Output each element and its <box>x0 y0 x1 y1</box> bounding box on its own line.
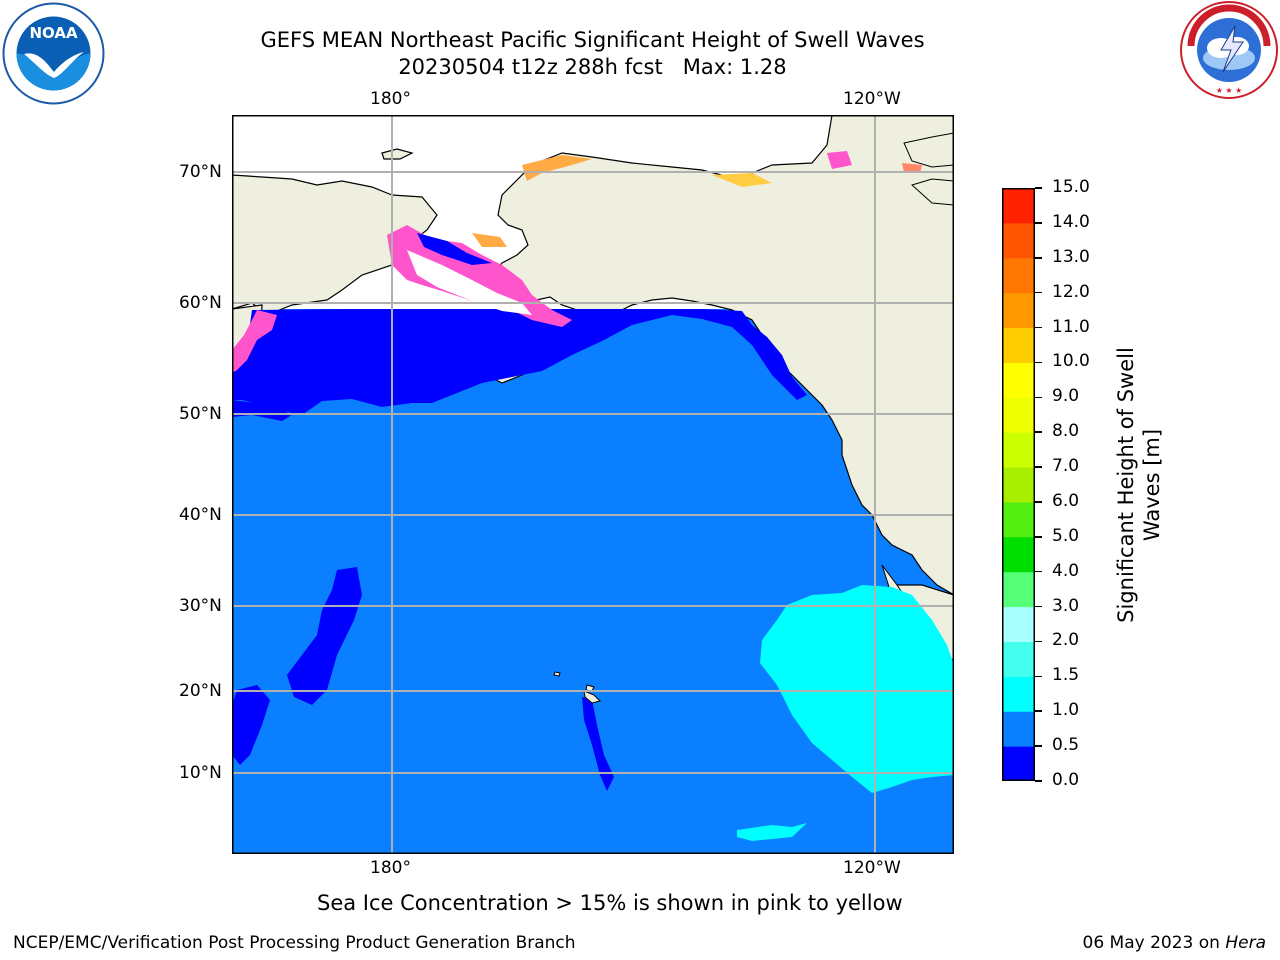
colorbar-segment <box>1002 397 1035 433</box>
lon-label-bottom-120w: 120°W <box>843 858 901 878</box>
colorbar-tick-label: 0.5 <box>1052 735 1080 756</box>
colorbar-tick-label: 14.0 <box>1052 211 1090 232</box>
noaa-logo: NOAA <box>2 2 105 105</box>
map-svg <box>231 114 955 855</box>
colorbar-tick-mark <box>1035 466 1042 468</box>
lat-label-20n: 20°N <box>179 681 222 701</box>
colorbar-tick-mark <box>1035 431 1042 433</box>
arctic-island-1 <box>903 132 954 168</box>
wrangel-island <box>381 148 414 160</box>
colorbar-tick-mark <box>1035 326 1042 329</box>
colorbar-tick-mark <box>1035 710 1042 712</box>
colorbar-segment <box>1002 362 1035 398</box>
lat-label-60n: 60°N <box>179 293 222 313</box>
colorbar-tick-label: 10.0 <box>1052 351 1090 372</box>
north-america-land <box>489 115 954 596</box>
low-swell-zone-north <box>232 309 807 415</box>
colorbar-tick-mark <box>1035 675 1042 678</box>
colorbar-segment <box>1002 501 1035 538</box>
colorbar-tick-mark <box>1035 396 1042 399</box>
sea-ice-kamchatka <box>232 310 277 373</box>
colorbar-segment <box>1002 327 1035 363</box>
colorbar-segment <box>1002 188 1035 224</box>
colorbar-segment <box>1002 746 1035 782</box>
hawaii-islands <box>583 690 601 704</box>
lat-label-30n: 30°N <box>179 596 222 616</box>
sea-ice-chukchi <box>522 155 592 181</box>
colorbar-title-line2: Waves [m] <box>1140 428 1164 542</box>
colorbar-tick-mark <box>1035 222 1042 224</box>
colorbar-tick-mark <box>1035 501 1042 503</box>
colorbar-tick-mark <box>1035 745 1042 747</box>
lat-label-70n: 70°N <box>179 162 222 182</box>
graticule <box>232 115 954 854</box>
footer-host: Hera <box>1225 933 1266 953</box>
colorbar-segment <box>1002 257 1035 294</box>
colorbar-segment <box>1002 432 1035 468</box>
colorbar-tick-mark <box>1035 570 1042 573</box>
colorbar-tick-label: 2.0 <box>1052 630 1080 651</box>
lon-label-bottom-180: 180° <box>370 858 411 878</box>
sea-ice-caption: Sea Ice Concentration > 15% is shown in … <box>317 891 903 915</box>
colorbar-tick-mark <box>1035 257 1042 259</box>
colorbar-segment <box>1002 711 1035 747</box>
lat-label-10n: 10°N <box>179 763 222 783</box>
mid-swell-zone <box>760 585 954 793</box>
colorbar-frame <box>1002 188 1035 781</box>
lat-label-40n: 40°N <box>179 505 222 525</box>
nws-logo: ★ ★ ★ <box>1177 0 1280 100</box>
map-frame <box>231 114 955 855</box>
colorbar-segment <box>1002 467 1035 503</box>
colorbar-tick-label: 6.0 <box>1052 490 1080 511</box>
footer-date-text: 06 May 2023 on <box>1082 933 1226 953</box>
colorbar-title-line1: Significant Height of Swell <box>1114 347 1138 623</box>
colorbar-tick-mark <box>1035 605 1042 608</box>
colorbar-tick-mark <box>1035 361 1042 364</box>
colorbar-tick-label: 12.0 <box>1052 281 1090 302</box>
chart-title: GEFS MEAN Northeast Pacific Significant … <box>260 28 925 52</box>
colorbar-segment <box>1002 222 1035 259</box>
colorbar-tick-label: 15.0 <box>1052 177 1090 197</box>
colorbar-title: Significant Height of Swell Waves [m] <box>1113 325 1165 645</box>
colorbar-segment <box>1002 641 1035 677</box>
low-swell-zone-hawaii <box>582 697 614 791</box>
colorbar-tick-label: 11.0 <box>1052 316 1090 337</box>
colorbar-tick-label: 1.5 <box>1052 665 1080 686</box>
svg-text:★ ★ ★: ★ ★ ★ <box>1216 86 1243 95</box>
colorbar <box>1002 188 1035 782</box>
sea-ice-beaufort <box>827 151 852 169</box>
colorbar-tick-label: 1.0 <box>1052 700 1080 721</box>
colorbar-tick-label: 8.0 <box>1052 421 1080 442</box>
colorbar-tick-label: 5.0 <box>1052 525 1080 546</box>
arctic-island-2 <box>911 178 954 206</box>
colorbar-tick-mark <box>1035 187 1042 189</box>
lon-label-top-120w: 120°W <box>843 89 901 109</box>
colorbar-tick-label: 13.0 <box>1052 246 1090 267</box>
colorbar-tick-mark <box>1035 640 1042 643</box>
colorbar-tick-mark <box>1035 536 1042 538</box>
colorbar-segment <box>1002 536 1035 573</box>
footer-credit: NCEP/EMC/Verification Post Processing Pr… <box>13 933 576 953</box>
colorbar-segment <box>1002 676 1035 712</box>
colorbar-segment <box>1002 606 1035 642</box>
lon-label-top-180: 180° <box>370 89 411 109</box>
noaa-logo-text: NOAA <box>29 24 78 42</box>
colorbar-tick-label: 4.0 <box>1052 560 1080 581</box>
footer-date: 06 May 2023 on Hera <box>1083 933 1267 953</box>
lat-label-50n: 50°N <box>179 404 222 424</box>
colorbar-tick-label: 7.0 <box>1052 456 1080 477</box>
colorbar-segment <box>1002 571 1035 608</box>
colorbar-tick-label: 3.0 <box>1052 595 1080 616</box>
colorbar-tick-mark <box>1035 780 1042 782</box>
colorbar-segment <box>1002 292 1035 329</box>
colorbar-tick-label: 9.0 <box>1052 386 1080 407</box>
low-swell-zone-west <box>287 567 362 705</box>
colorbar-tick-mark <box>1035 291 1042 294</box>
chart-subtitle: 20230504 t12z 288h fcst Max: 1.28 <box>398 55 787 79</box>
map-panel <box>231 114 955 855</box>
colorbar-tick-label: 0.0 <box>1052 770 1080 790</box>
